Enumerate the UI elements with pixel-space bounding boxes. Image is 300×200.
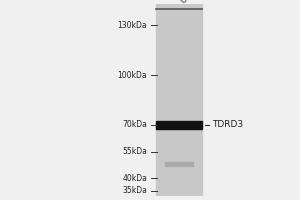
Text: 55kDa: 55kDa — [122, 147, 147, 156]
Text: 130kDa: 130kDa — [118, 21, 147, 30]
Text: U2OS: U2OS — [179, 0, 203, 6]
Bar — [156, 121, 202, 129]
Text: 35kDa: 35kDa — [122, 186, 147, 195]
Text: TDRD3: TDRD3 — [212, 120, 243, 129]
Bar — [156, 4, 202, 196]
Bar — [165, 162, 193, 166]
Text: 70kDa: 70kDa — [122, 120, 147, 129]
Text: 40kDa: 40kDa — [122, 174, 147, 183]
Text: 100kDa: 100kDa — [118, 71, 147, 80]
